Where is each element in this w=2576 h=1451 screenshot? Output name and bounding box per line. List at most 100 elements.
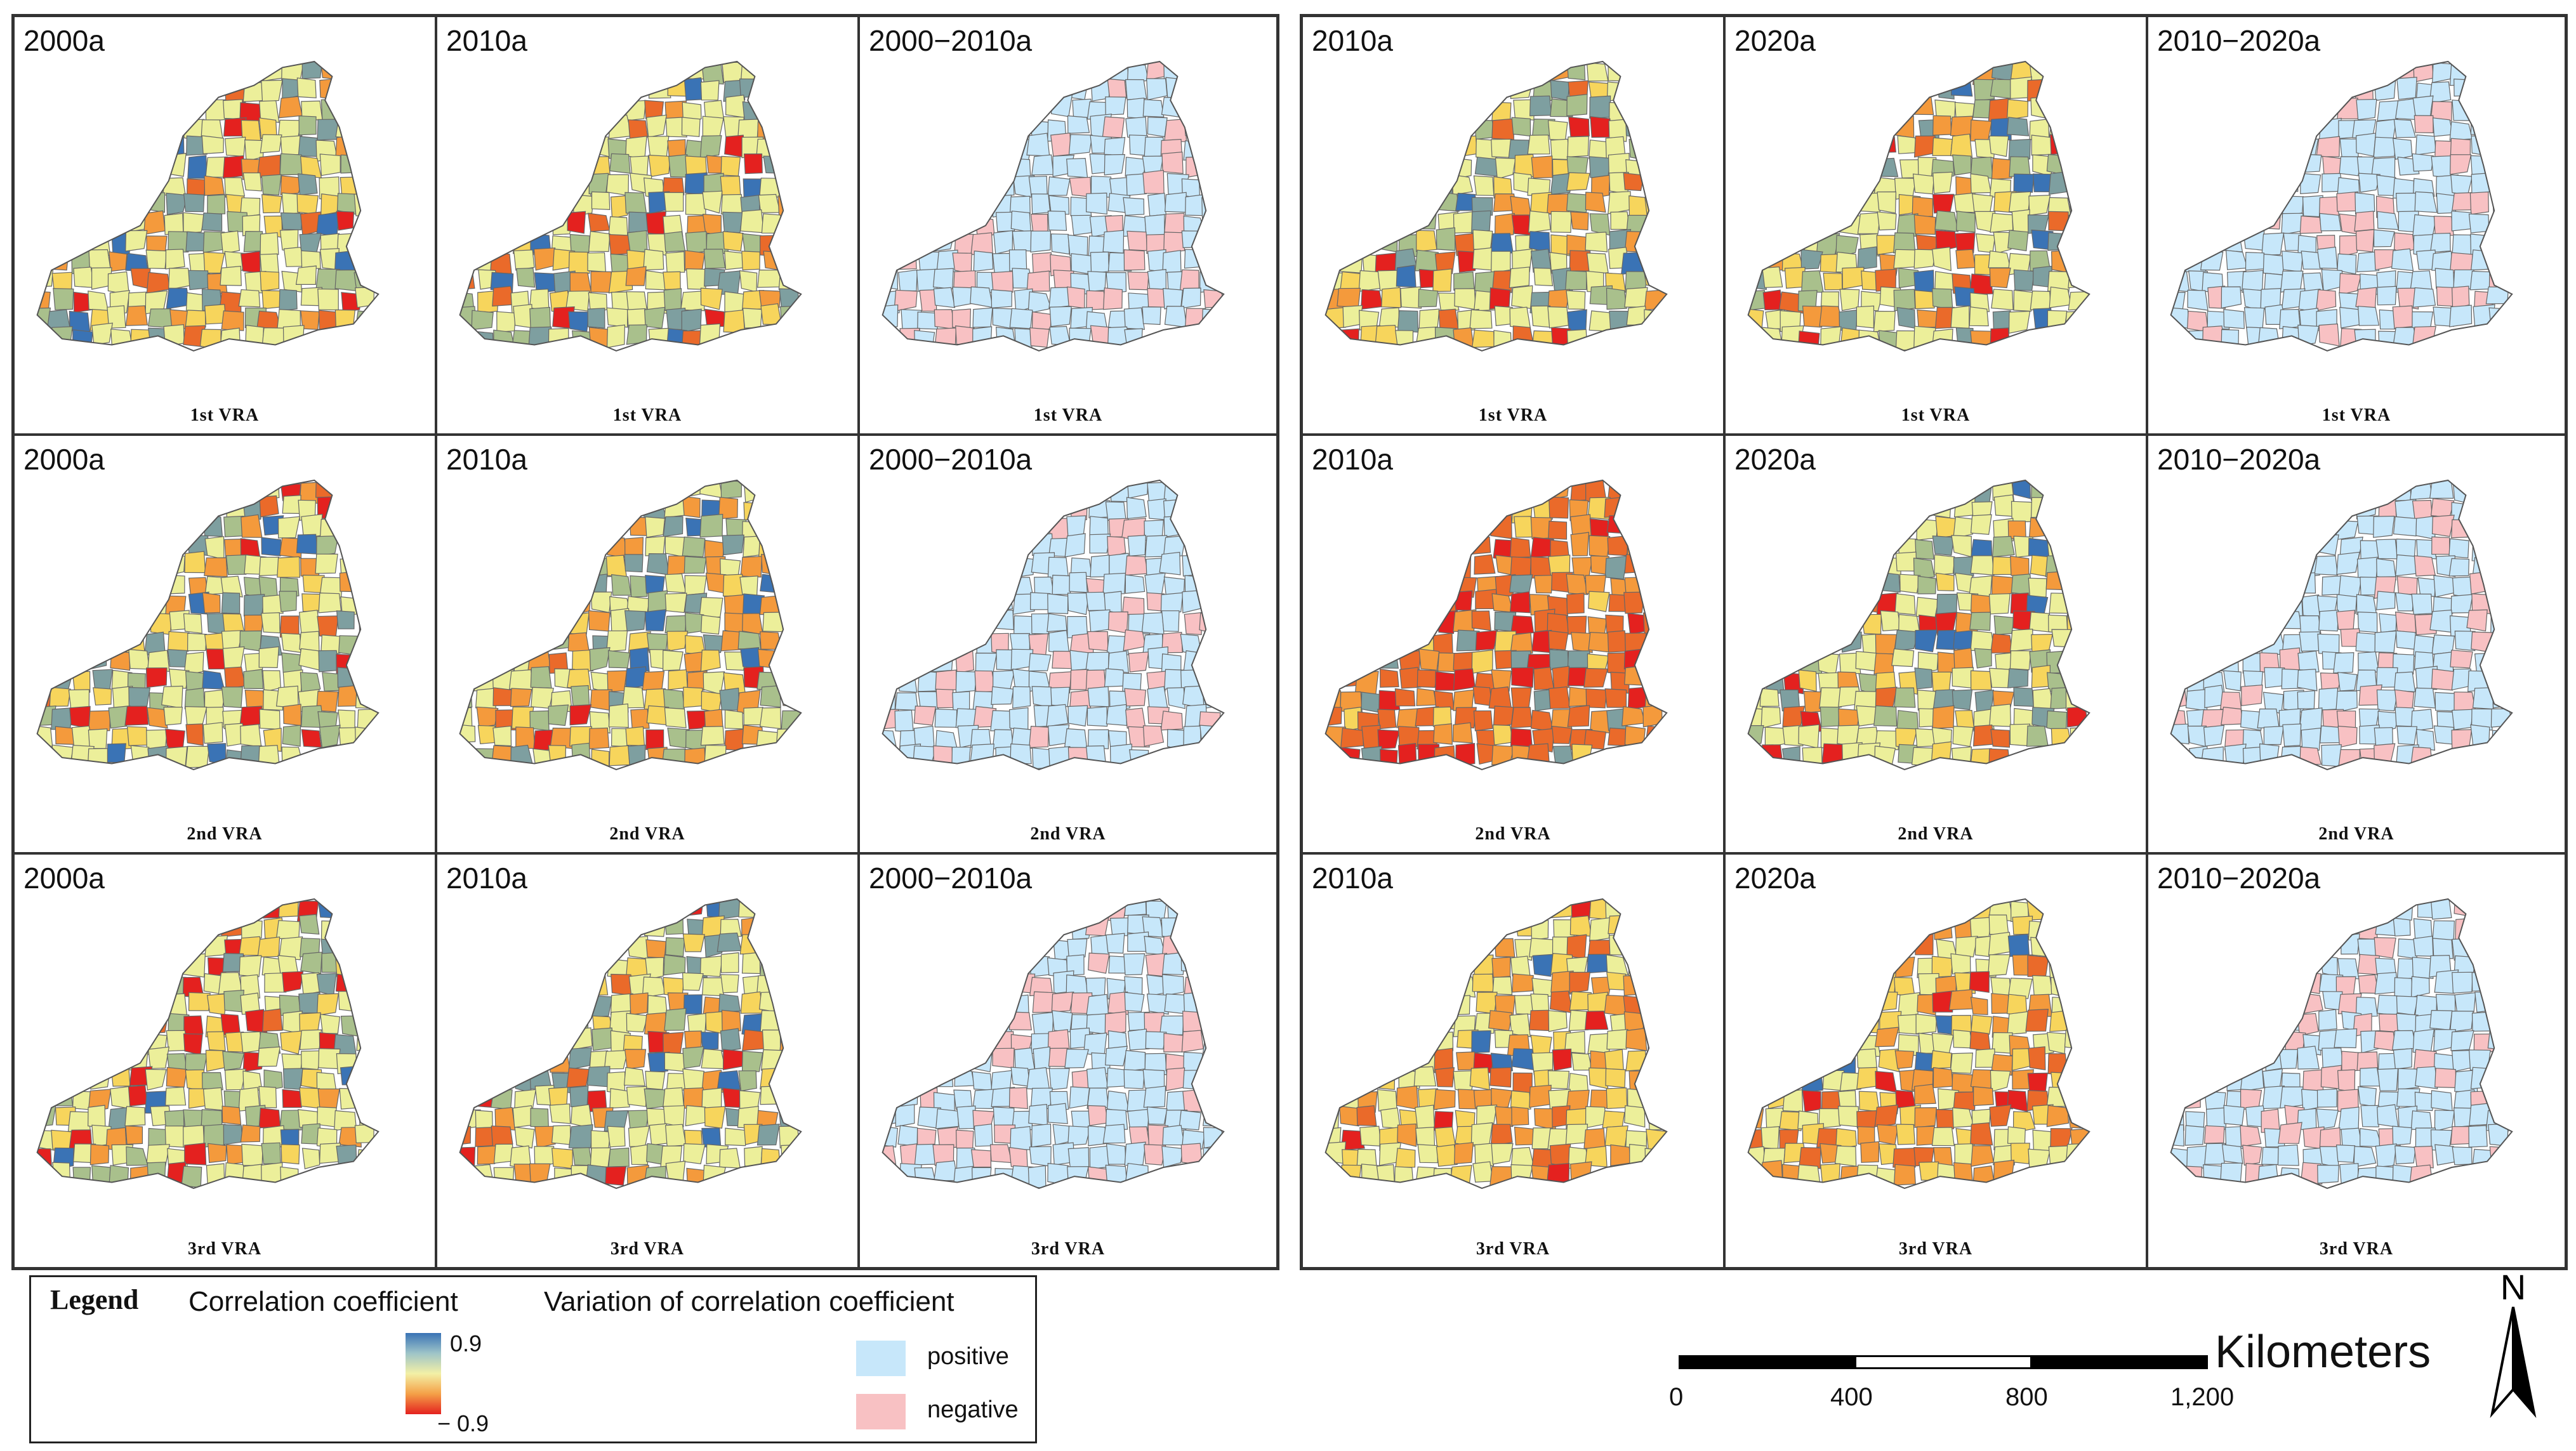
county-unit [1432,268,1453,292]
county-unit [1586,253,1609,275]
county-unit [2007,933,2030,957]
county-unit [970,1149,992,1168]
county-unit [1875,1027,1899,1047]
county-unit [146,1011,169,1034]
county-unit [588,727,610,749]
county-unit [1570,632,1593,653]
county-unit [2430,101,2452,122]
county-unit [1495,157,1516,180]
county-unit [2452,971,2473,994]
county-unit [1510,537,1531,558]
county-unit [1609,933,1632,956]
county-unit [1913,270,1934,294]
county-unit [2336,191,2358,212]
county-unit [472,748,494,770]
county-unit [1109,917,1130,936]
county-unit [1049,325,1071,346]
county-unit [1511,214,1531,236]
county-unit [340,537,362,558]
county-unit [1646,1128,1667,1152]
county-unit [239,706,263,727]
county-unit [898,269,918,292]
county-unit [91,322,114,346]
county-unit [1146,974,1166,997]
county-unit [1948,988,1974,1011]
county-unit [2339,235,2360,257]
county-unit [756,1124,780,1146]
county-unit [2302,1069,2324,1093]
county-unit [934,327,957,350]
county-unit [779,1030,802,1054]
county-unit [1952,154,1972,176]
county-unit [2240,710,2263,731]
county-unit [2393,516,2417,537]
county-unit [912,745,937,766]
county-unit [1360,289,1384,310]
county-unit [168,231,189,253]
county-unit [203,1124,226,1148]
county-unit [682,496,701,518]
county-unit [1606,954,1628,976]
county-unit [2316,136,2341,157]
county-unit [2049,171,2073,195]
county-unit [166,192,188,215]
county-unit [1527,135,1550,155]
county-unit [1413,1066,1437,1087]
legend-min-value: − 0.9 [437,1410,489,1436]
county-unit [1914,289,1935,310]
county-unit [1106,1143,1126,1165]
county-unit [2299,615,2322,638]
county-unit [663,1032,684,1054]
choropleth-map [1324,898,1668,1189]
county-unit [1472,973,1494,992]
county-unit [1030,213,1048,233]
county-unit [1380,1107,1401,1129]
county-unit [1566,593,1585,614]
county-unit [1087,631,1109,652]
county-unit [1088,952,1110,974]
panel-period-label: 2000−2010a [869,862,1033,895]
county-unit [1566,290,1586,310]
county-unit [742,308,763,329]
county-unit [279,936,303,961]
county-unit [1085,652,1109,671]
county-unit [1106,704,1128,726]
county-unit [952,253,972,274]
county-unit [277,955,299,975]
county-unit [203,251,225,273]
county-unit [2064,310,2086,334]
county-unit [590,1147,611,1168]
county-unit [316,993,340,1016]
county-unit [1917,309,1939,328]
county-unit [2316,1108,2339,1130]
county-unit [124,706,149,726]
county-unit [2243,230,2265,251]
county-unit [681,308,702,333]
county-unit [2279,647,2301,672]
county-unit [1052,1010,1073,1033]
county-unit [2316,246,2338,269]
county-unit [1454,707,1477,729]
county-unit [1589,917,1611,942]
county-unit [1066,974,1088,995]
county-unit [1163,287,1184,310]
county-unit [1510,707,1533,728]
county-unit [1781,746,1800,768]
county-unit [720,1028,741,1053]
panel-period-label: 2000−2010a [869,24,1033,57]
county-unit [699,135,722,159]
county-unit [221,592,241,614]
county-unit [2454,630,2476,652]
county-unit [1491,118,1514,140]
county-unit [2278,1122,2302,1144]
county-unit [125,230,148,252]
county-unit [1126,497,1147,520]
county-unit [2432,920,2455,942]
county-unit [1476,992,1498,1014]
county-unit [2410,709,2434,732]
county-unit [2377,286,2397,306]
scale-tick: 1,200 [2170,1383,2235,1411]
county-unit [1163,232,1186,254]
county-unit [2203,1125,2225,1144]
county-unit [645,211,666,235]
